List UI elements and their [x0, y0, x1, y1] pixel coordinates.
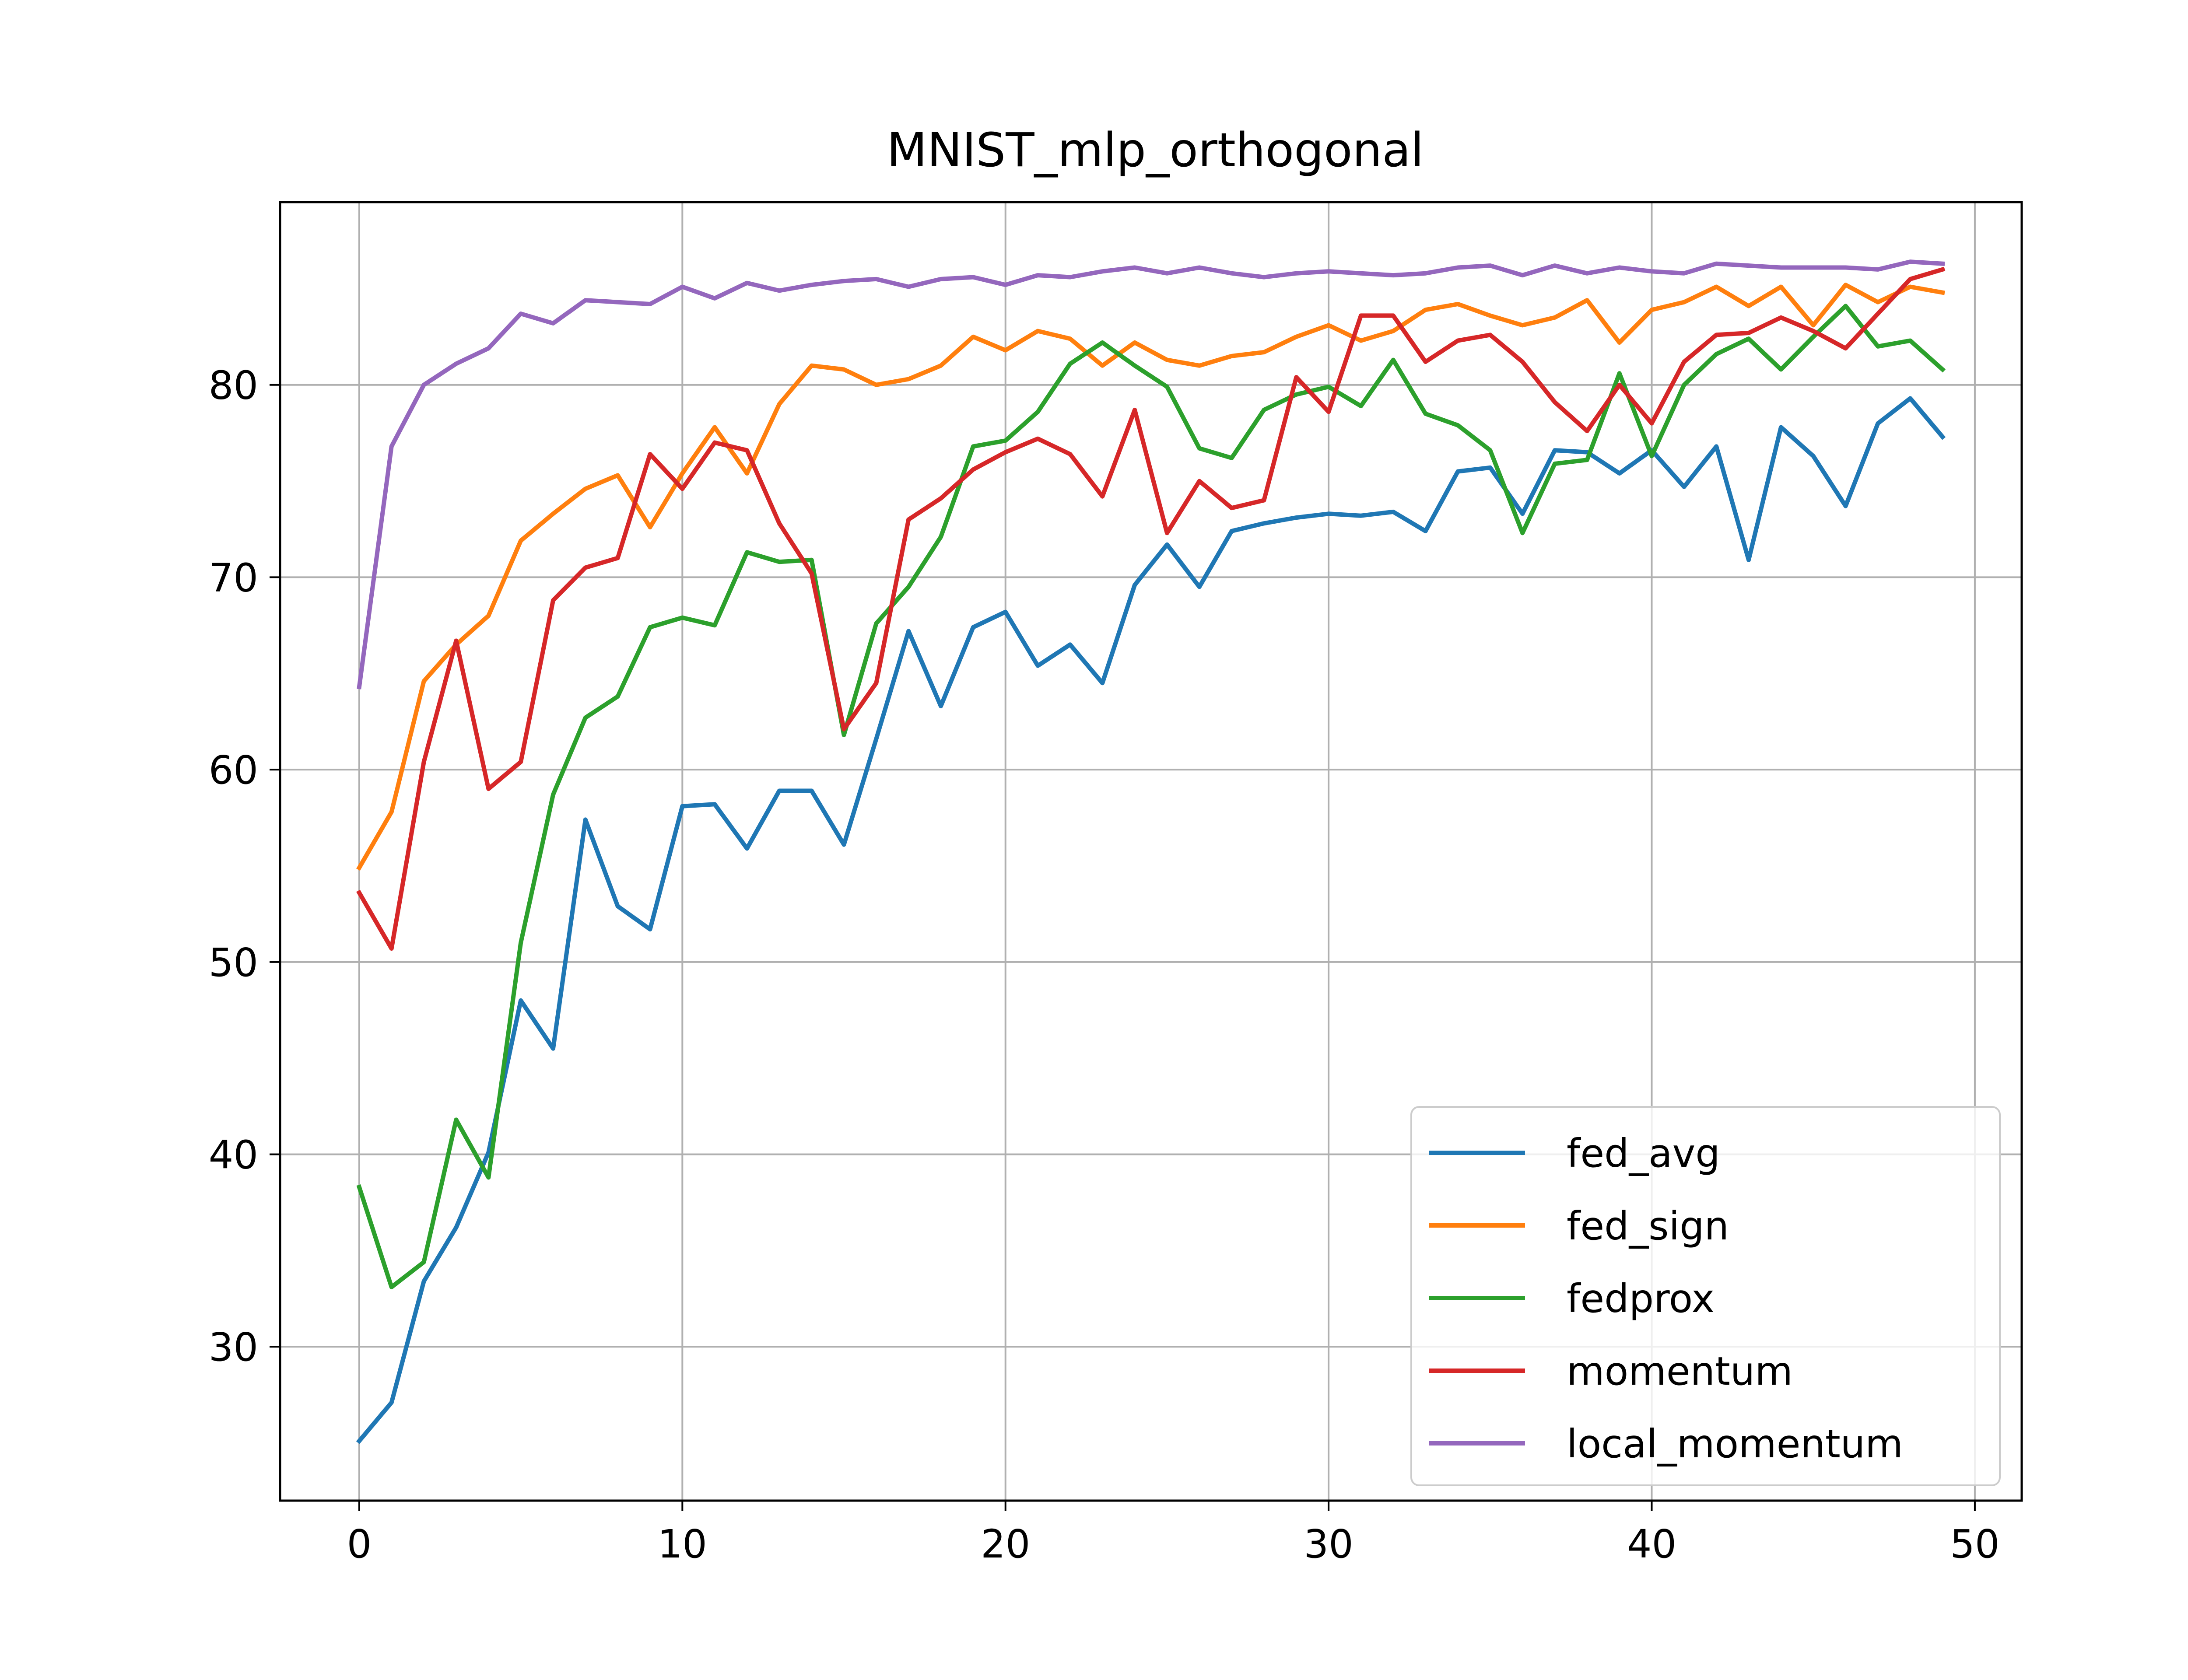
series-line-momentum [356, 266, 1946, 951]
legend-box [1410, 1106, 2001, 1486]
x-tick-label: 20 [981, 1521, 1030, 1567]
legend-label: local_momentum [1567, 1421, 1903, 1466]
grid [280, 202, 2022, 1501]
y-tick-label: 80 [209, 363, 258, 408]
chart-title: MNIST_mlp_orthogonal [887, 123, 1424, 178]
x-tick-label: 0 [347, 1521, 372, 1567]
legend-label: momentum [1567, 1348, 1793, 1394]
x-tick-label: 40 [1627, 1521, 1676, 1567]
legend-label: fed_avg [1567, 1130, 1720, 1176]
plot-frame [279, 201, 2023, 1502]
y-tick-label: 40 [209, 1132, 258, 1178]
legend-label: fed_sign [1567, 1203, 1729, 1249]
y-tick-label: 30 [209, 1324, 258, 1370]
y-tick-label: 60 [209, 747, 258, 793]
x-axis: 0 10 20 30 40 50 [347, 1501, 2000, 1567]
y-tick-label: 50 [209, 940, 258, 985]
series-line-fed-sign [356, 283, 1945, 871]
x-tick-label: 30 [1304, 1521, 1353, 1567]
series-line-local-momentum [357, 259, 1945, 690]
x-tick-label: 50 [1950, 1521, 1999, 1567]
series-line-fedprox [356, 304, 1946, 1289]
x-tick-label: 10 [658, 1521, 707, 1567]
y-tick-label: 70 [209, 555, 258, 600]
series-layer [356, 259, 1946, 1444]
series-line-fed-avg [356, 396, 1946, 1444]
y-axis: 30 40 50 60 70 80 [209, 363, 280, 1370]
legend-label: fedprox [1567, 1276, 1715, 1321]
